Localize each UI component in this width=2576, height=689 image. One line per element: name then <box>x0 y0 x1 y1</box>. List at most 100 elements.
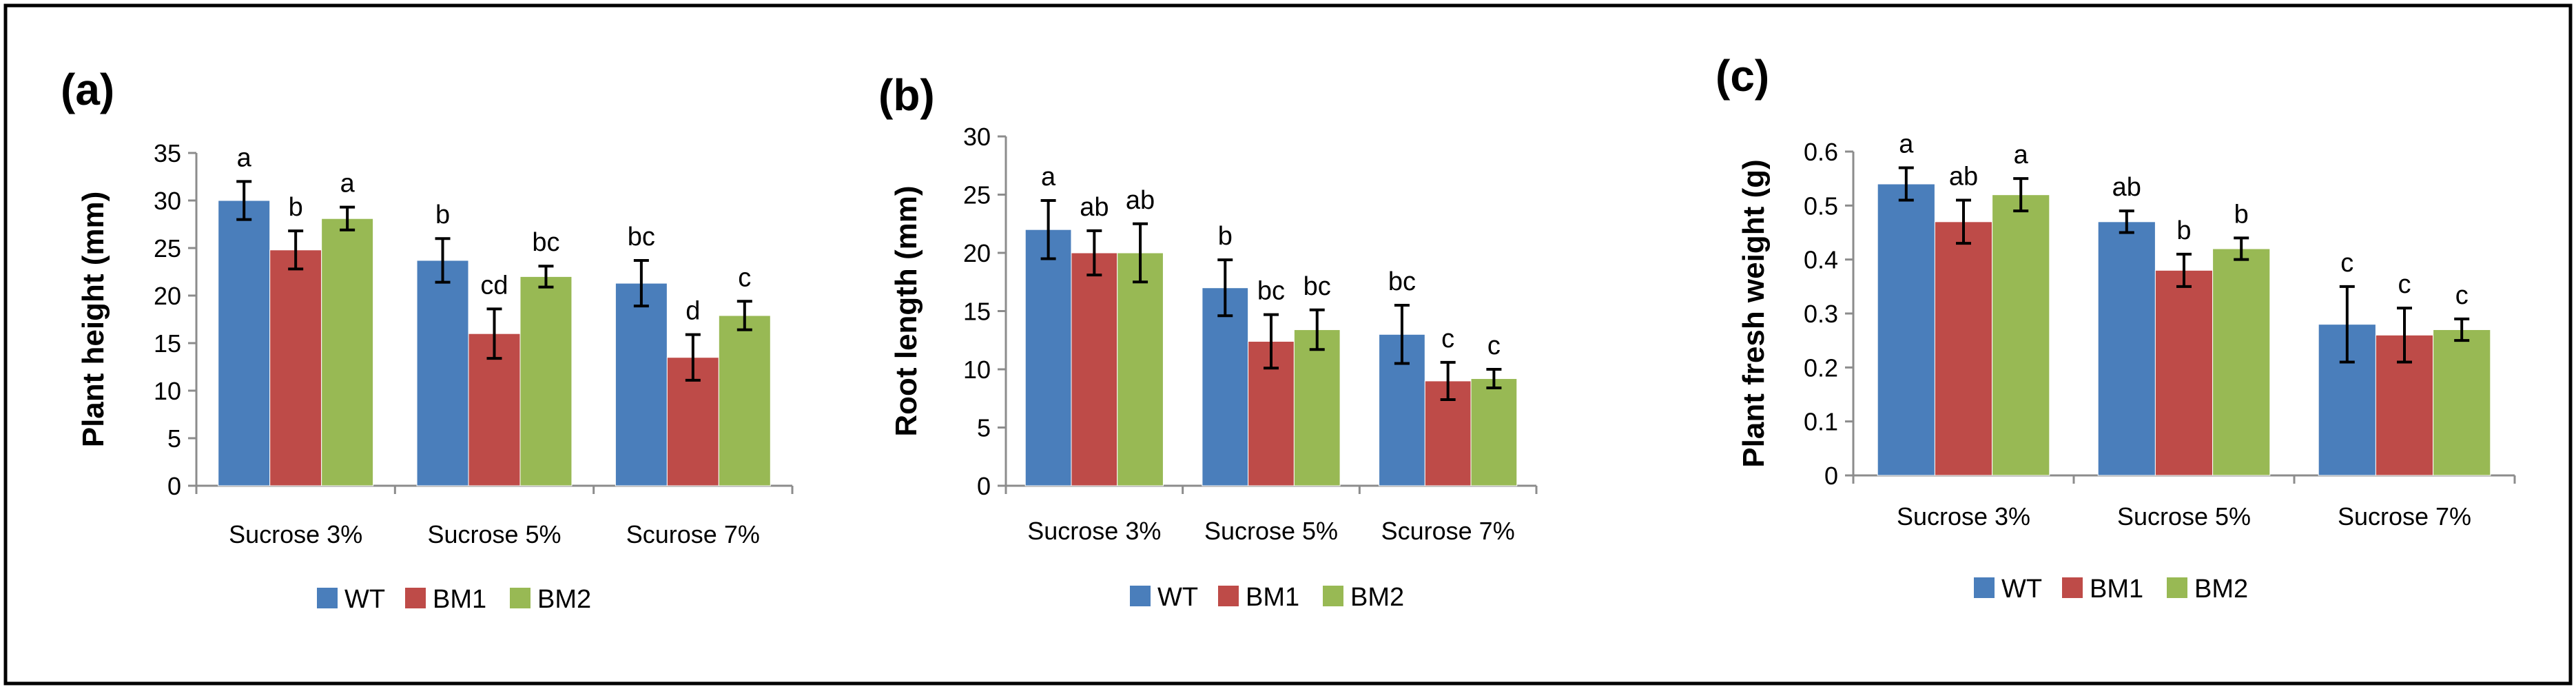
x-category-label: Sucrose 3% <box>1897 502 2030 531</box>
x-category-label: Sucrose 3% <box>229 520 362 548</box>
significance-label: c <box>2398 270 2411 299</box>
significance-label: b <box>1218 222 1233 251</box>
outer-frame <box>3 3 2573 686</box>
y-tick-label: 5 <box>167 424 181 453</box>
significance-label: ab <box>1949 163 1978 192</box>
x-category-label: Scurose 7% <box>626 520 760 548</box>
y-tick-label: 10 <box>154 377 181 405</box>
x-category-label: Sucrose 5% <box>427 520 561 548</box>
bar-bm1 <box>1934 221 1993 476</box>
x-category-label: Scurose 7% <box>1381 517 1515 545</box>
y-tick-label: 0 <box>1824 462 1838 490</box>
y-axis-label: Root length (mm) <box>889 185 923 436</box>
significance-label: bc <box>628 223 655 251</box>
bar-wt <box>1877 183 1935 476</box>
significance-label: bc <box>1304 272 1331 301</box>
legend-label: BM1 <box>1246 583 1299 612</box>
legend-swatch-bm2 <box>510 588 530 608</box>
significance-label: ab <box>2112 173 2141 202</box>
bar-wt <box>416 260 469 486</box>
legend-label: WT <box>2001 575 2042 604</box>
significance-label: a <box>1899 130 1914 159</box>
y-tick-label: 30 <box>963 123 991 151</box>
legend-swatch-bm1 <box>405 588 426 608</box>
y-tick-label: 15 <box>963 298 991 326</box>
legend-swatch-wt <box>317 588 338 608</box>
bar-bm2 <box>1992 194 2050 476</box>
y-tick-label: 0.4 <box>1804 246 1838 274</box>
y-axis-label: Plant height (mm) <box>76 192 110 448</box>
legend-swatch-wt <box>1130 586 1151 606</box>
bar-bm2 <box>1117 252 1164 486</box>
bar-bm2 <box>1470 378 1518 486</box>
legend-label: BM2 <box>1350 583 1404 612</box>
significance-label: c <box>2340 249 2353 278</box>
y-tick-label: 20 <box>963 239 991 267</box>
y-tick-label: 15 <box>154 329 181 358</box>
bar-wt <box>615 282 668 486</box>
bar-bm1 <box>1071 252 1118 486</box>
y-axis-label: Plant fresh weight (g) <box>1737 159 1771 467</box>
y-tick-label: 0.3 <box>1804 300 1838 328</box>
significance-label: c <box>2455 281 2469 310</box>
significance-label: bc <box>1388 267 1416 296</box>
panel-label: (b) <box>878 70 935 120</box>
significance-label: d <box>686 297 700 326</box>
significance-label: ab <box>1080 193 1109 222</box>
significance-label: bc <box>532 228 559 257</box>
y-tick-label: 0 <box>167 472 181 500</box>
bar-wt <box>1024 229 1072 486</box>
panel-label: (c) <box>1715 51 1769 101</box>
bar-bm2 <box>321 218 374 486</box>
bar-bm2 <box>2212 248 2271 476</box>
bar-bm1 <box>269 249 322 486</box>
chart-panel-1: (a) Plant height (mm) 0 5 10 15 20 25 30 35 Sucros… <box>61 65 794 614</box>
y-tick-label: 25 <box>154 234 181 263</box>
y-tick-label: 25 <box>963 181 991 209</box>
legend-label: BM2 <box>2194 575 2248 604</box>
legend-swatch-wt <box>1974 577 1995 598</box>
y-tick-label: 30 <box>154 187 181 215</box>
legend-swatch-bm2 <box>2167 577 2187 598</box>
significance-label: bc <box>1257 277 1285 306</box>
legend-label: BM1 <box>2090 575 2143 604</box>
bar-wt <box>218 200 271 486</box>
significance-label: b <box>2176 216 2191 245</box>
x-category-label: Sucrose 5% <box>2117 502 2251 531</box>
y-tick-label: 0.1 <box>1804 408 1838 436</box>
significance-label: c <box>1487 331 1501 360</box>
legend-label: WT <box>344 585 385 614</box>
significance-label: c <box>1441 325 1454 353</box>
significance-label: a <box>340 169 356 198</box>
chart-panel-3: (c) Plant fresh weight (g) 0 0.1 0.2 0.3 0.4 0.… <box>1715 51 2516 604</box>
legend-swatch-bm1 <box>1218 586 1239 606</box>
bar-wt <box>2097 221 2156 476</box>
significance-label: c <box>738 263 751 292</box>
legend-swatch-bm1 <box>2062 577 2083 598</box>
y-tick-label: 0.6 <box>1804 138 1838 166</box>
y-tick-label: 0 <box>977 472 991 500</box>
bar-bm2 <box>2433 329 2491 476</box>
significance-label: a <box>2014 141 2029 169</box>
legend-label: WT <box>1157 583 1198 612</box>
y-tick-label: 5 <box>977 414 991 442</box>
significance-label: a <box>1041 163 1056 192</box>
y-tick-label: 0.2 <box>1804 353 1838 382</box>
y-tick-label: 20 <box>154 282 181 310</box>
legend-label: BM1 <box>433 585 486 614</box>
chart-panels: (a) Plant height (mm) 0 5 10 15 20 25 30 35 Sucros… <box>61 51 2516 614</box>
panel-label: (a) <box>61 65 114 114</box>
chart-panel-2: (b) Root length (mm) 0 5 10 15 20 25 30 Sucrose 3… <box>878 70 1538 612</box>
significance-label: b <box>289 193 303 222</box>
legend-swatch-bm2 <box>1323 586 1343 606</box>
significance-label: a <box>237 143 252 172</box>
significance-label: b <box>2234 200 2249 229</box>
significance-label: cd <box>480 271 508 300</box>
y-tick-label: 0.5 <box>1804 192 1838 220</box>
bar-wt <box>1202 287 1249 486</box>
bar-bm2 <box>718 315 771 486</box>
bar-bm1 <box>2154 269 2214 476</box>
bar-bm2 <box>1293 329 1341 486</box>
legend-label: BM2 <box>537 585 591 614</box>
